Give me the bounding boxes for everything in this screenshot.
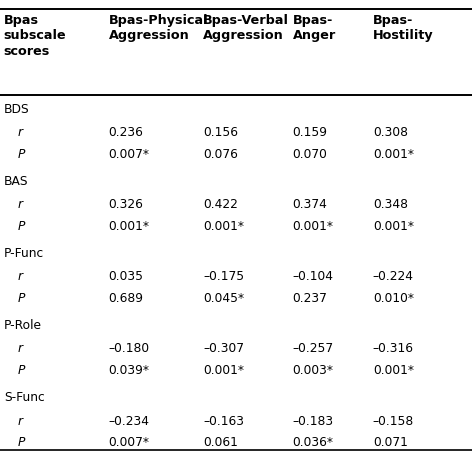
Text: r: r (18, 342, 23, 355)
Text: r: r (18, 270, 23, 283)
Text: 0.159: 0.159 (293, 126, 328, 139)
Text: Bpas
subscale
scores: Bpas subscale scores (4, 14, 67, 57)
Text: r: r (18, 414, 23, 427)
Text: 0.071: 0.071 (373, 435, 408, 449)
Text: 0.061: 0.061 (203, 435, 238, 449)
Text: BAS: BAS (4, 174, 28, 187)
Text: –0.180: –0.180 (109, 342, 150, 355)
Text: –0.175: –0.175 (203, 270, 244, 283)
Text: Bpas-Verbal
Aggression: Bpas-Verbal Aggression (203, 14, 289, 42)
Text: S-Func: S-Func (4, 390, 44, 403)
Text: –0.316: –0.316 (373, 342, 414, 355)
Text: 0.039*: 0.039* (109, 364, 150, 377)
Text: 0.007*: 0.007* (109, 435, 150, 449)
Text: 0.045*: 0.045* (203, 292, 244, 305)
Text: Bpas-
Anger: Bpas- Anger (293, 14, 336, 42)
Text: 0.001*: 0.001* (293, 220, 334, 233)
Text: –0.183: –0.183 (293, 414, 334, 427)
Text: P: P (18, 220, 25, 233)
Text: 0.422: 0.422 (203, 198, 238, 211)
Text: 0.036*: 0.036* (293, 435, 334, 449)
Text: –0.257: –0.257 (293, 342, 334, 355)
Text: P: P (18, 148, 25, 161)
Text: 0.003*: 0.003* (293, 364, 334, 377)
Text: 0.374: 0.374 (293, 198, 328, 211)
Text: 0.236: 0.236 (109, 126, 143, 139)
Text: P: P (18, 435, 25, 449)
Text: P: P (18, 364, 25, 377)
Text: 0.308: 0.308 (373, 126, 408, 139)
Text: P-Role: P-Role (4, 318, 42, 331)
Text: 0.689: 0.689 (109, 292, 143, 305)
Text: r: r (18, 198, 23, 211)
Text: 0.070: 0.070 (293, 148, 328, 161)
Text: –0.234: –0.234 (109, 414, 150, 427)
Text: r: r (18, 126, 23, 139)
Text: –0.104: –0.104 (293, 270, 334, 283)
Text: 0.001*: 0.001* (373, 364, 414, 377)
Text: 0.001*: 0.001* (109, 220, 150, 233)
Text: 0.001*: 0.001* (203, 364, 244, 377)
Text: –0.307: –0.307 (203, 342, 244, 355)
Text: P: P (18, 292, 25, 305)
Text: 0.001*: 0.001* (373, 148, 414, 161)
Text: Bpas-Physical
Aggression: Bpas-Physical Aggression (109, 14, 208, 42)
Text: –0.224: –0.224 (373, 270, 414, 283)
Text: –0.158: –0.158 (373, 414, 414, 427)
Text: P-Func: P-Func (4, 246, 44, 259)
Text: 0.001*: 0.001* (203, 220, 244, 233)
Text: 0.076: 0.076 (203, 148, 238, 161)
Text: 0.156: 0.156 (203, 126, 238, 139)
Text: 0.237: 0.237 (293, 292, 328, 305)
Text: Bpas-
Hostility: Bpas- Hostility (373, 14, 433, 42)
Text: 0.010*: 0.010* (373, 292, 414, 305)
Text: 0.326: 0.326 (109, 198, 143, 211)
Text: 0.001*: 0.001* (373, 220, 414, 233)
Text: 0.007*: 0.007* (109, 148, 150, 161)
Text: 0.035: 0.035 (109, 270, 143, 283)
Text: BDS: BDS (4, 102, 29, 116)
Text: 0.348: 0.348 (373, 198, 408, 211)
Text: –0.163: –0.163 (203, 414, 244, 427)
